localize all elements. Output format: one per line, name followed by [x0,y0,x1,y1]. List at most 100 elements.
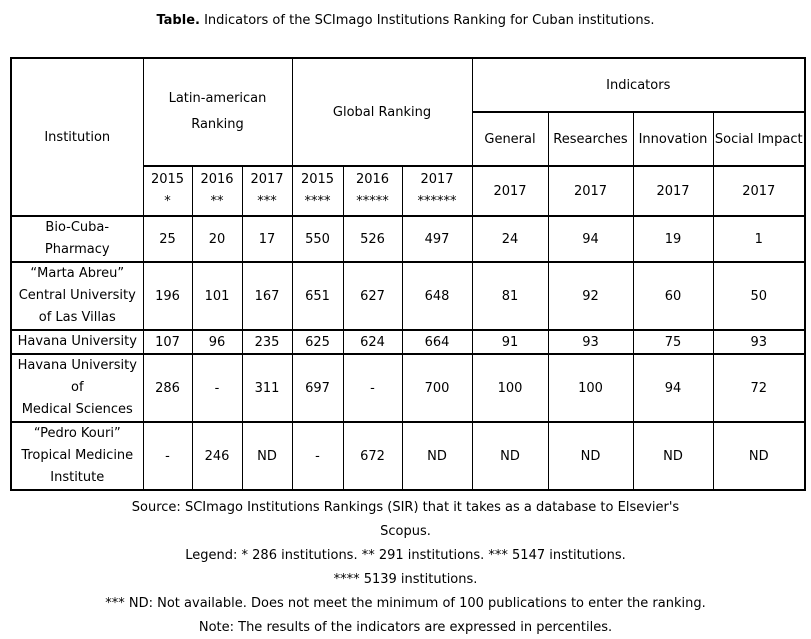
institution-line: Havana University [17,334,137,349]
value-cell: 93 [712,329,806,355]
year-stars: **** [304,194,331,209]
value-cell: 72 [712,353,806,423]
col-header-general: General [471,111,549,167]
value-cell: 664 [401,329,473,355]
value-cell: 94 [547,215,634,263]
value-cell: 24 [471,215,549,263]
value-cell: 196 [142,261,193,331]
value-cell: 93 [547,329,634,355]
value-cell: 697 [291,353,344,423]
value-cell: 246 [191,421,243,491]
year-header-cell: 2015 * [142,165,193,217]
institution-line: of Las Villas [38,310,116,325]
group-header-global-ranking: Global Ranking [291,57,473,167]
table-footnotes: Source: SCImago Institutions Rankings (S… [0,496,811,639]
year-stars: *** [257,194,277,209]
institution-line: Havana University [17,358,137,373]
table-row: “Marta Abreu” Central University of Las … [10,261,806,331]
institution-cell: “Marta Abreu” Central University of Las … [10,261,144,331]
footnote-legend-cont: **** 5139 institutions. [333,572,478,587]
footnote-source-line1: Source: SCImago Institutions Rankings (S… [131,500,680,515]
value-cell: 20 [191,215,243,263]
year-label: 2016 [200,172,234,187]
value-cell: 672 [342,421,403,491]
institution-cell: “Pedro Kouri” Tropical Medicine Institut… [10,421,144,491]
institution-cell: Bio-Cuba- Pharmacy [10,215,144,263]
institution-cell: Havana University [10,329,144,355]
value-cell: 624 [342,329,403,355]
year-label: 2016 [355,172,390,187]
value-cell: ND [471,421,549,491]
footnote-source-line2: Scopus. [380,524,431,539]
footnote-legend: Legend: * 286 institutions. ** 291 insti… [185,548,626,563]
value-cell: ND [712,421,806,491]
value-cell: 526 [342,215,403,263]
value-cell: 100 [471,353,549,423]
table-row: Bio-Cuba- Pharmacy 25 20 17 550 526 497 … [10,215,806,263]
table-caption: Table. Indicators of the SCImago Institu… [0,0,811,28]
value-cell: 91 [471,329,549,355]
year-header-cell: 2017 ****** [401,165,473,217]
col-header-institution: Institution [10,57,144,217]
value-cell: 60 [632,261,714,331]
value-cell: 96 [191,329,243,355]
institution-line: “Marta Abreu” [30,266,125,281]
year-stars: * [164,194,171,209]
value-cell: 311 [241,353,293,423]
value-cell: 648 [401,261,473,331]
value-cell: - [142,421,193,491]
table-caption-text: Indicators of the SCImago Institutions R… [199,13,655,28]
institution-line: Pharmacy [44,242,110,257]
value-cell: 75 [632,329,714,355]
value-cell: 101 [191,261,243,331]
year-label: 2015 [300,172,335,187]
year-label: 2015 [150,172,185,187]
value-cell: 1 [712,215,806,263]
year-header-cell: 2016 ***** [342,165,403,217]
value-cell: 627 [342,261,403,331]
footnote-note: Note: The results of the indicators are … [198,620,613,635]
institution-cell: Havana University of Medical Sciences [10,353,144,423]
indicator-year-cell: 2017 [471,165,549,217]
value-cell: ND [401,421,473,491]
institution-line: “Pedro Kouri” [33,426,121,441]
institution-line: Tropical Medicine [21,448,134,463]
indicator-year-cell: 2017 [632,165,714,217]
value-cell: 550 [291,215,344,263]
value-cell: 651 [291,261,344,331]
value-cell: 25 [142,215,193,263]
value-cell: 94 [632,353,714,423]
value-cell: ND [547,421,634,491]
value-cell: 107 [142,329,193,355]
value-cell: 700 [401,353,473,423]
col-header-social-impact: Social Impact [712,111,806,167]
value-cell: - [291,421,344,491]
table-row: Havana University 107 96 235 625 624 664… [10,329,806,355]
col-header-researches: Researches [547,111,634,167]
value-cell: 50 [712,261,806,331]
institution-line: Institute [50,470,105,485]
value-cell: 17 [241,215,293,263]
year-stars: ****** [417,194,457,209]
value-cell: 100 [547,353,634,423]
value-cell: - [342,353,403,423]
indicator-year-cell: 2017 [547,165,634,217]
sir-indicators-table: Institution Latin-american Ranking Globa… [10,57,806,491]
value-cell: ND [241,421,293,491]
group-header-indicators: Indicators [471,57,806,113]
year-stars: ** [210,194,224,209]
footnote-nd: *** ND: Not available. Does not meet the… [105,596,706,611]
institution-line: Medical Sciences [21,402,133,417]
value-cell: 167 [241,261,293,331]
latam-ranking-line2: Ranking [191,117,244,132]
year-header-cell: 2017 *** [241,165,293,217]
value-cell: - [191,353,243,423]
table-row: “Pedro Kouri” Tropical Medicine Institut… [10,421,806,491]
year-stars: ***** [356,194,389,209]
value-cell: 497 [401,215,473,263]
institution-line: Bio-Cuba- [45,220,110,235]
institution-line: Central University [18,288,136,303]
value-cell: 92 [547,261,634,331]
indicator-year-cell: 2017 [712,165,806,217]
group-header-latin-american-ranking: Latin-american Ranking [142,57,293,167]
